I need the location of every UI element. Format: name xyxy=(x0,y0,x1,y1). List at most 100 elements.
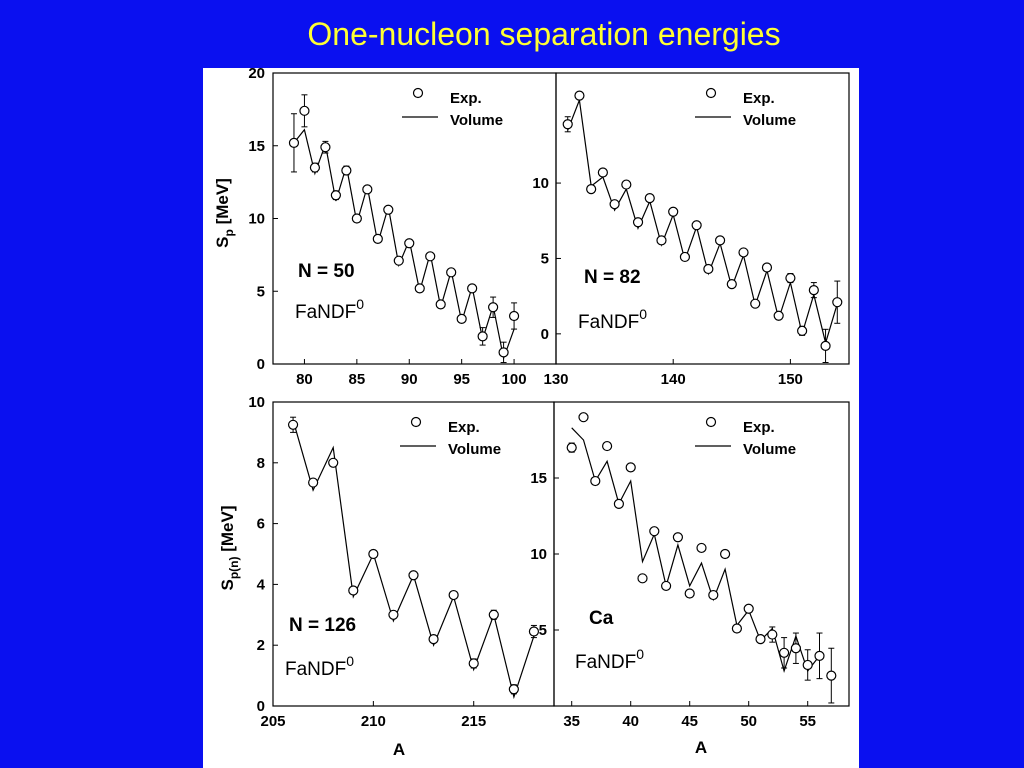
exp-point xyxy=(703,263,714,275)
exp-point xyxy=(613,498,624,509)
exp-point xyxy=(785,272,796,284)
exp-point xyxy=(425,251,436,262)
exp-point xyxy=(761,262,773,273)
exp-point xyxy=(508,310,520,322)
exp-point xyxy=(299,105,310,116)
exp-point xyxy=(566,442,577,453)
exp-point xyxy=(731,623,743,634)
exp-point xyxy=(287,419,299,430)
panel-n82: 130 140 150 0 5 10 Exp. Volume N = 82 FaNDF0 xyxy=(532,72,850,388)
model-superscript: 0 xyxy=(639,306,647,322)
nucleus-label: N = 82 xyxy=(584,267,641,288)
y-tick-label: 0 xyxy=(257,356,265,373)
x-tick-label: 90 xyxy=(401,371,418,388)
exp-point xyxy=(797,325,808,336)
legend-model-label: Volume xyxy=(743,441,796,458)
legend-exp-marker xyxy=(412,87,424,99)
exp-point xyxy=(773,310,784,321)
model-superscript: 0 xyxy=(346,653,354,669)
exp-point xyxy=(832,297,843,308)
exp-point xyxy=(288,137,300,148)
exp-point xyxy=(348,585,359,596)
exp-point xyxy=(372,233,383,244)
exp-point xyxy=(383,204,394,215)
x-tick-label: 100 xyxy=(502,371,527,388)
slide-title: One-nucleon separation energies xyxy=(307,16,781,52)
legend-exp-label: Exp. xyxy=(743,90,775,107)
y-tick-label: 15 xyxy=(248,138,265,155)
y-tick-label: 0 xyxy=(541,326,549,343)
exp-point xyxy=(330,190,341,201)
x-tick-label: 85 xyxy=(349,371,366,388)
x-tick-label: 150 xyxy=(778,371,803,388)
y-tick-label: 15 xyxy=(530,470,547,487)
model-label: FaNDF0 xyxy=(285,653,354,680)
y-tick-label: 0 xyxy=(257,698,265,715)
exp-point xyxy=(625,462,636,473)
exp-point xyxy=(468,658,479,669)
exp-point xyxy=(320,142,331,153)
y-tick-label: 10 xyxy=(530,546,547,563)
x-tick-label: 95 xyxy=(453,371,470,388)
legend-exp-marker xyxy=(410,416,422,428)
exp-point xyxy=(743,603,754,614)
exp-point xyxy=(477,331,488,342)
panel-frame xyxy=(555,72,850,365)
exp-point xyxy=(341,165,352,176)
exp-point xyxy=(404,238,415,249)
x-tick-label: 45 xyxy=(681,713,698,730)
x-axis-label-left: A xyxy=(393,740,405,759)
exp-point xyxy=(802,659,813,671)
exp-point xyxy=(637,573,648,584)
y-tick-label: 8 xyxy=(257,455,265,472)
x-tick-label: 55 xyxy=(799,713,816,730)
exp-point xyxy=(691,220,702,231)
exp-point xyxy=(446,267,457,278)
exp-point xyxy=(578,412,589,423)
x-tick-label: 205 xyxy=(260,713,285,730)
model-label: FaNDF0 xyxy=(575,646,644,673)
exp-point xyxy=(696,542,707,554)
y-tick-label: 4 xyxy=(257,576,266,593)
legend-exp-marker xyxy=(705,416,717,428)
legend-exp-label: Exp. xyxy=(743,419,775,436)
exp-point xyxy=(778,647,790,658)
exp-point xyxy=(767,629,778,640)
exp-point xyxy=(649,526,660,537)
exp-point xyxy=(528,626,540,637)
x-tick-label: 35 xyxy=(563,713,580,730)
exp-point xyxy=(435,299,446,310)
exp-point xyxy=(574,90,585,101)
x-tick-label: 210 xyxy=(361,713,386,730)
model-label: FaNDF0 xyxy=(578,306,647,333)
y-tick-label: 5 xyxy=(539,622,547,639)
y-tick-label: 5 xyxy=(541,250,549,267)
exp-point xyxy=(328,457,339,468)
exp-point xyxy=(508,684,519,695)
exp-point xyxy=(408,570,419,581)
x-tick-label: 80 xyxy=(296,371,313,388)
legend-exp-label: Exp. xyxy=(448,419,480,436)
exp-point xyxy=(708,589,719,601)
exp-point xyxy=(388,609,399,620)
y-tick-label: 5 xyxy=(257,283,265,300)
y-tick-label: 2 xyxy=(257,637,265,654)
exp-point xyxy=(309,162,321,173)
panel-n126: 205 210 215 0 2 4 6 8 10 Exp. Volume N = 126 FaNDF0 xyxy=(248,394,555,730)
nucleus-label: Ca xyxy=(589,608,614,629)
exp-point xyxy=(586,183,597,195)
nucleus-label: N = 126 xyxy=(289,615,356,636)
exp-point xyxy=(597,167,608,178)
x-tick-label: 40 xyxy=(622,713,639,730)
nucleus-label: N = 50 xyxy=(298,261,355,282)
exp-point xyxy=(814,650,825,661)
x-tick-label: 140 xyxy=(661,371,686,388)
exp-point xyxy=(755,634,766,645)
exp-point xyxy=(808,285,819,296)
exp-point xyxy=(562,119,573,130)
exp-point xyxy=(738,247,749,258)
exp-point xyxy=(656,235,667,246)
exp-point xyxy=(668,206,679,217)
exp-point xyxy=(456,313,467,324)
